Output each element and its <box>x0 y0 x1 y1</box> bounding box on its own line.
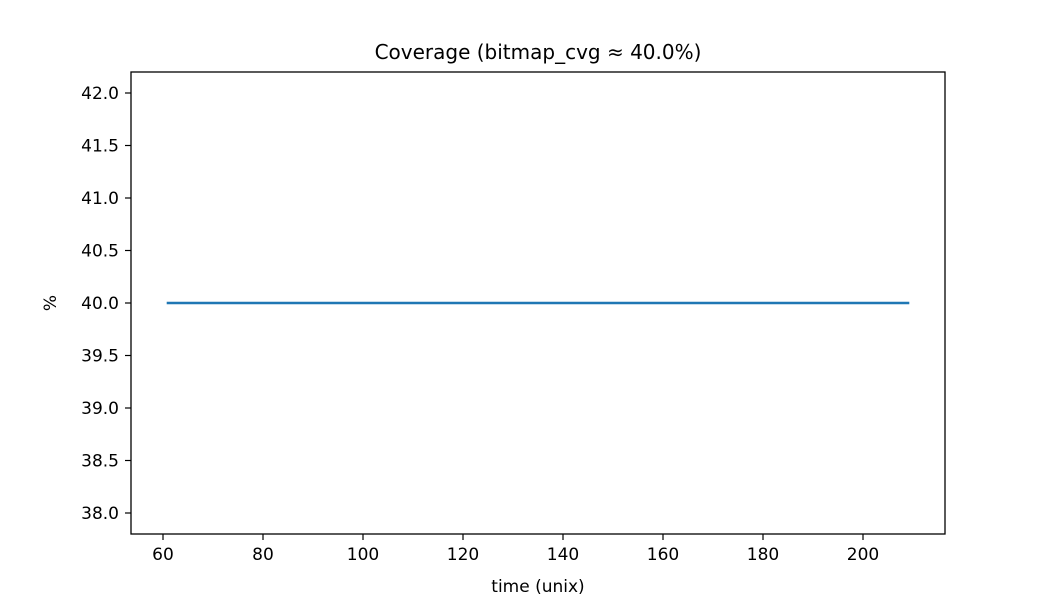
y-tick-label: 38.0 <box>81 504 119 524</box>
x-tick-label: 180 <box>747 545 779 565</box>
x-tick-label: 140 <box>547 545 579 565</box>
y-tick-label: 40.5 <box>81 242 119 262</box>
x-axis-label: time (unix) <box>491 577 584 597</box>
x-tick-label: 120 <box>447 545 479 565</box>
y-tick-label: 38.5 <box>81 452 119 472</box>
axes: 60 80 100 120 140 160 180 200 38.0 38.5 39.0 39.5 40… <box>81 71 946 565</box>
x-tick-label: 80 <box>252 545 274 565</box>
x-tick-label: 200 <box>847 545 879 565</box>
chart-title: Coverage (bitmap_cvg ≈ 40.0%) <box>375 40 702 64</box>
x-tick-label: 100 <box>347 545 379 565</box>
y-tick-label: 42.0 <box>81 84 119 104</box>
y-tick-label: 39.5 <box>81 347 119 367</box>
x-tick-label: 60 <box>152 545 174 565</box>
y-tick-label: 39.0 <box>81 399 119 419</box>
y-axis-label: % <box>41 295 61 311</box>
y-tick-label: 41.0 <box>81 189 119 209</box>
y-tick-label: 40.0 <box>81 294 119 314</box>
x-tick-label: 160 <box>647 545 679 565</box>
y-tick-label: 41.5 <box>81 137 119 157</box>
